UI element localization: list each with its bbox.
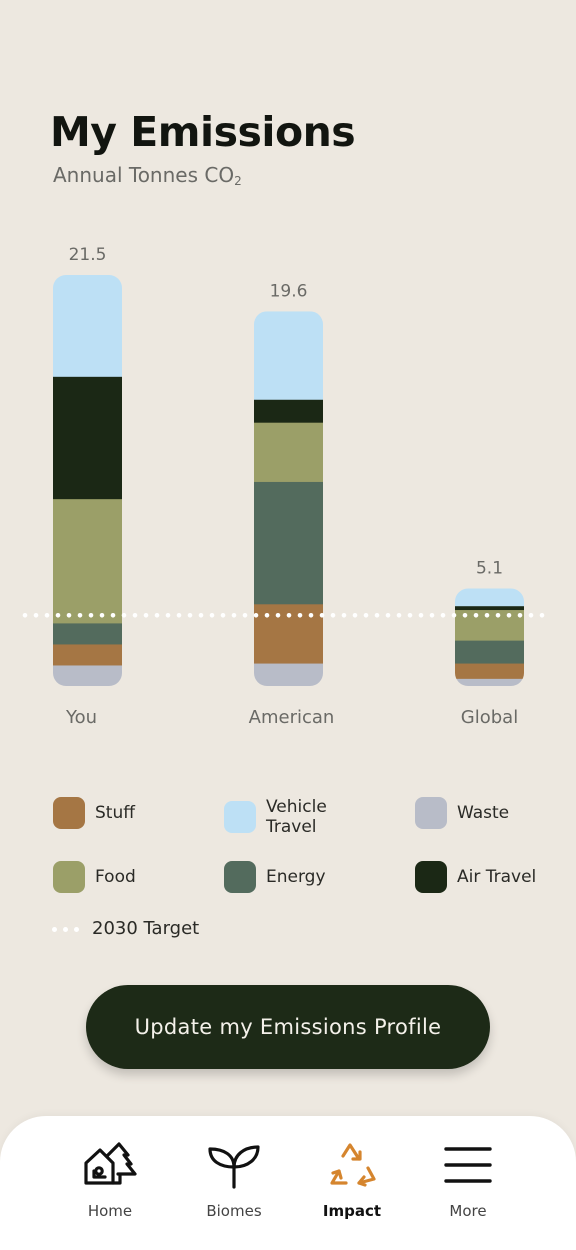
- segment-american-air-travel: [254, 399, 323, 423]
- legend-item-stuff: Stuff: [53, 797, 175, 829]
- segment-global-air-travel: [455, 605, 524, 611]
- legend-swatch: [224, 861, 256, 893]
- category-label-american: American: [249, 707, 335, 728]
- category-label-global: Global: [461, 707, 518, 728]
- legend-label: Waste: [457, 803, 510, 823]
- legend-swatch: [53, 861, 85, 893]
- legend-item-food: Food: [53, 861, 175, 893]
- home-icon: [82, 1140, 138, 1190]
- segment-you-waste: [53, 664, 122, 686]
- nav-item-impact[interactable]: Impact: [302, 1140, 402, 1230]
- segment-you-air-travel: [53, 376, 122, 500]
- legend-swatch: [415, 861, 447, 893]
- legend-item-air-travel: Air Travel: [415, 861, 537, 893]
- bar-american: [254, 311, 323, 687]
- page-title: My Emissions: [50, 108, 356, 156]
- segment-global-waste: [455, 678, 524, 687]
- legend-label: Stuff: [95, 803, 135, 823]
- segment-you-vehicle-travel: [53, 275, 122, 377]
- segment-american-energy: [254, 481, 323, 605]
- target-line: [22, 612, 545, 618]
- nav-item-home[interactable]: Home: [60, 1140, 160, 1230]
- legend-swatch: [53, 797, 85, 829]
- legend-swatch: [224, 801, 256, 833]
- category-label-you: You: [65, 707, 97, 728]
- value-label-american: 19.6: [270, 281, 308, 301]
- legend-label: Vehicle Travel: [266, 797, 327, 837]
- legend-item-waste: Waste: [415, 797, 537, 829]
- segment-american-waste: [254, 663, 323, 687]
- legend-target: 2030 Target: [52, 918, 199, 939]
- nav-label-biomes: Biomes: [206, 1202, 262, 1220]
- segment-american-vehicle-travel: [254, 311, 323, 400]
- menu-icon: [440, 1140, 496, 1190]
- bar-global: [455, 588, 524, 687]
- legend-label: Food: [95, 867, 136, 887]
- segment-global-stuff: [455, 663, 524, 679]
- segment-you-food: [53, 498, 122, 624]
- segment-you-stuff: [53, 643, 122, 666]
- legend-item-energy: Energy: [224, 861, 346, 893]
- sprout-icon: [206, 1140, 262, 1190]
- segment-american-stuff: [254, 603, 323, 664]
- legend-item-vehicle-travel: Vehicle Travel: [224, 797, 346, 837]
- subtitle-subscript: 2: [234, 174, 242, 188]
- recycle-icon: [324, 1140, 380, 1190]
- segment-global-vehicle-travel: [455, 588, 524, 607]
- segment-you-energy: [53, 622, 122, 645]
- page-subtitle: Annual Tonnes CO2: [53, 163, 242, 188]
- nav-label-impact: Impact: [322, 1202, 382, 1220]
- bottom-nav: Home Biomes Impact: [0, 1116, 576, 1250]
- legend-label: Energy: [266, 867, 326, 887]
- value-label-you: 21.5: [69, 245, 107, 265]
- bar-you: [53, 275, 122, 686]
- value-label-global: 5.1: [476, 559, 503, 579]
- subtitle-text: Annual Tonnes CO: [53, 163, 235, 187]
- update-emissions-profile-button[interactable]: Update my Emissions Profile: [86, 985, 490, 1069]
- nav-item-biomes[interactable]: Biomes: [184, 1140, 284, 1230]
- legend-swatch: [415, 797, 447, 829]
- segment-global-energy: [455, 640, 524, 664]
- emissions-chart: 21.5 You 19.6 American 5.1 Global: [22, 245, 545, 728]
- legend-label: Air Travel: [457, 867, 537, 887]
- target-line-icon: [52, 926, 84, 932]
- nav-item-more[interactable]: More: [418, 1140, 518, 1230]
- nav-label-more: More: [449, 1202, 487, 1220]
- segment-american-food: [254, 422, 323, 482]
- target-label: 2030 Target: [92, 918, 200, 939]
- nav-label-home: Home: [87, 1202, 133, 1220]
